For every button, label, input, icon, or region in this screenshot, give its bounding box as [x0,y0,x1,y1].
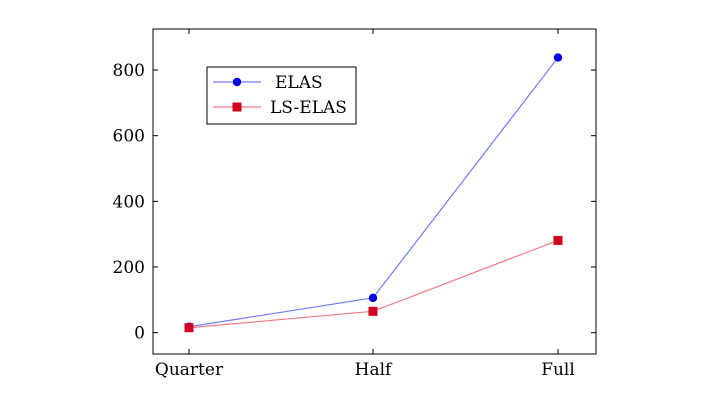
y-tick-label: 800 [113,61,145,81]
data-point-ls-elas [368,306,378,316]
series-layer [184,53,563,333]
x-tick-label: Quarter [155,360,224,380]
legend-marker-elas [232,77,242,87]
legend-box [206,66,357,125]
y-tick-label: 600 [113,127,145,147]
y-tick-label: 0 [134,324,145,344]
x-tick-label: Full [541,360,575,380]
plot-frame [152,28,597,355]
ticks-layer: 0 200 400 600 800 Quarter Half Full [113,29,596,380]
y-tick-label: 400 [113,192,145,212]
x-tick-label: Half [355,360,393,380]
legend-label-elas: ELAS [275,73,323,93]
y-tick-label: 200 [113,258,145,278]
legend-marker-ls-elas [232,102,242,112]
data-point-elas [368,293,378,303]
data-point-elas [553,53,563,62]
data-point-ls-elas [184,323,194,333]
legend-label-ls-elas: LS-ELAS [270,98,347,118]
data-point-ls-elas [553,235,563,245]
legend: ELAS LS-ELAS [206,66,357,125]
